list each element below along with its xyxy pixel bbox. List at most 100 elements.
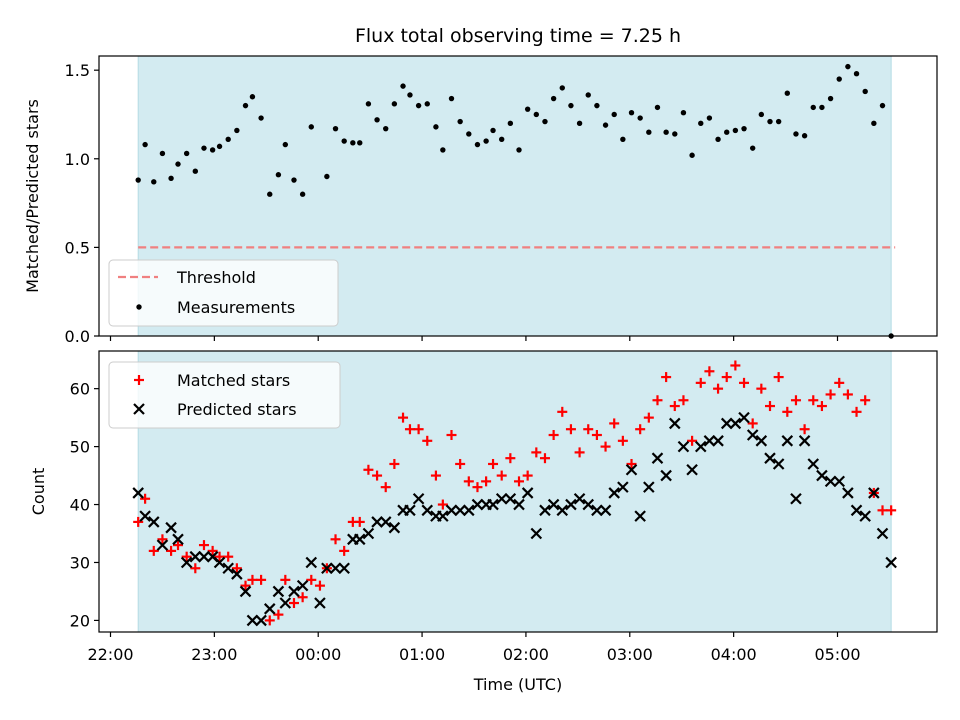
measurement-point [559,85,565,91]
matched-star-point [273,609,284,620]
measurement-point [308,124,314,130]
measurement-point [516,147,522,153]
matched-star-point [140,493,151,504]
measurement-point [234,127,240,134]
matched-star-point [413,424,424,435]
y-tick-label: 1.5 [65,61,90,80]
matched-star-point [574,447,585,458]
matched-star-point [372,470,383,481]
measurement-point [474,141,481,148]
predicted-star-point [353,533,366,546]
matched-star-point [695,377,706,388]
measurement-point [550,95,557,102]
matched-star-point [181,551,192,562]
measurement-point [663,129,669,135]
measurement-point [680,110,687,116]
matched-star-point [808,395,819,406]
top-axes-frame [98,55,938,337]
predicted-star-point [643,481,655,493]
bottom-legend: Matched stars Predicted stars [108,361,341,429]
predicted-star-point [255,614,267,627]
matched-star-point [643,412,654,423]
predicted-star-point [816,469,828,482]
predicted-star-point [694,440,707,453]
top-legend: Threshold Measurements [108,259,339,327]
predicted-star-point [272,585,285,598]
predicted-star-point [180,556,193,569]
matched-star-point [389,458,400,469]
predicted-star-point [165,521,177,534]
matched-star-point [496,470,507,481]
measurement-point [415,102,422,109]
predicted-star-point [222,562,234,575]
measurement-point [357,140,363,146]
measurement-point [749,145,756,151]
matched-star-point [583,424,594,435]
measurement-point [142,141,148,148]
predicted-star-point [729,417,742,430]
matched-star-point [488,458,499,469]
predicted-star-point [231,568,243,580]
measurement-point [374,117,380,123]
matched-star-point [166,545,177,556]
predicted-star-point [296,579,309,592]
predicted-star-point [625,463,638,476]
measurement-point [490,127,496,134]
predicted-star-point [246,614,259,627]
measurement-point [845,63,851,70]
matched-star-point [557,406,568,417]
matched-star-point [380,482,391,493]
predicted-star-point [404,504,416,517]
predicted-star-point [172,533,184,546]
chart-title: Flux total observing time = 7.25 h [355,25,681,47]
predicted-star-point [421,504,434,517]
predicted-star-point [463,504,475,517]
matched-star-point [339,545,350,556]
y-tick-label: 1.0 [65,150,90,169]
matched-star-point [148,545,159,556]
measurement-point [594,102,600,109]
predicted-star-point [565,498,577,511]
legend-box [108,361,341,429]
measurement-point [216,143,223,150]
matched-star-point [886,505,897,516]
measurement-point [836,76,842,82]
matched-star-point [860,395,871,406]
predicted-star-point [189,550,202,563]
measurement-point [267,191,273,197]
x-tick-label: 03:00 [607,645,653,664]
matched-star-point [437,499,448,510]
measurement-point [602,122,609,128]
measurement-point [646,129,652,135]
matched-star-point [446,430,457,441]
measurement-point [258,115,264,121]
x-tick-label: 01:00 [399,645,445,664]
predicted-star-point [712,435,724,447]
bottom-y-axis-label: Count [29,468,48,516]
predicted-star-point [859,510,871,522]
predicted-star-point [471,498,484,511]
predicted-star-point [263,603,276,615]
matched-star-point [609,418,620,429]
matched-star-point [398,412,409,423]
matched-star-point [678,395,689,406]
measurement-point [871,120,877,127]
predicted-star-point [746,429,759,441]
top-x-ticks [109,336,839,341]
predicted-star-point [314,597,326,609]
predicted-star-point [521,487,534,499]
matched-star-point [280,574,291,585]
measurement-point [732,127,739,134]
measurement-point [225,136,231,142]
measurement-point [324,173,330,180]
x-tick-label: 02:00 [503,645,549,664]
measurement-point [620,136,626,142]
measurement-point [365,101,372,107]
measurement-point [400,83,406,89]
matched-star-point [297,592,308,603]
predicted-star-point [781,435,794,447]
predicted-star-point [454,504,466,517]
matched-star-point [190,563,201,574]
matched-star-point [133,516,144,527]
measurement-point [533,111,540,118]
